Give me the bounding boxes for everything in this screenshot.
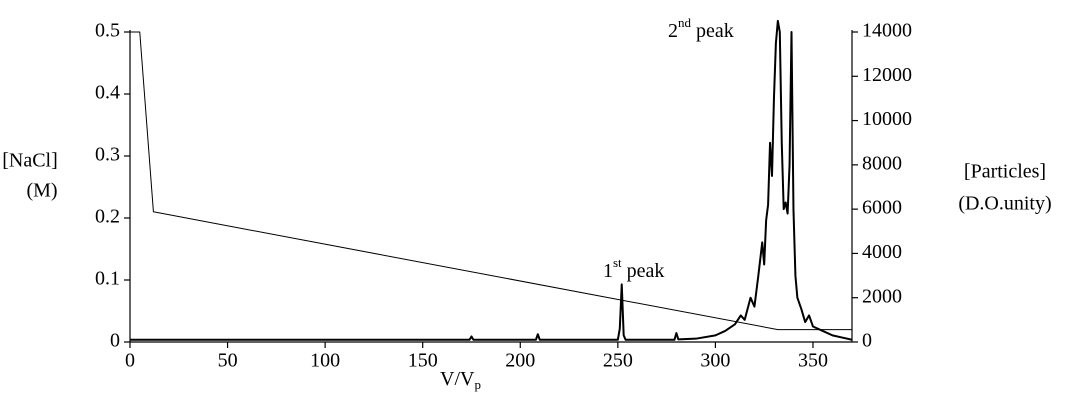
y-tick-label: 0 <box>110 330 120 352</box>
x-tick-label: 200 <box>505 350 535 372</box>
y-tick-label: 0.1 <box>95 268 120 290</box>
annotation-number: 2 <box>668 20 678 42</box>
annotation-text: peak <box>696 20 734 42</box>
y2-tick-label: 4000 <box>862 241 902 263</box>
y2-axis-label: [Particles] <box>964 161 1046 183</box>
x-tick-label: 150 <box>408 350 438 372</box>
x-tick-label: 0 <box>125 350 135 372</box>
annotation-number: 1 <box>603 260 613 282</box>
y2-tick-label: 12000 <box>862 64 912 86</box>
x-axis-label-main: V/V <box>440 368 475 390</box>
y2-tick-label: 8000 <box>862 152 902 174</box>
x-tick-label: 50 <box>218 350 238 372</box>
y-tick-label: 0.3 <box>95 144 120 166</box>
annotation-text: peak <box>627 260 665 282</box>
x-tick-label: 350 <box>798 350 828 372</box>
y2-tick-label: 10000 <box>862 108 912 130</box>
y2-tick-label: 6000 <box>862 197 902 219</box>
x-axis-label: V/Vp <box>440 368 481 392</box>
x-tick-label: 300 <box>700 350 730 372</box>
annotation: 2nd peak <box>668 15 734 42</box>
y-tick-label: 0.2 <box>95 206 120 228</box>
y2-axis-label: (D.O.unity) <box>958 193 1051 215</box>
y-tick-label: 0.4 <box>95 82 120 104</box>
annotation-superscript: nd <box>678 15 692 30</box>
y2-tick-label: 2000 <box>862 285 902 307</box>
y-tick-label: 0.5 <box>95 20 120 42</box>
annotation-superscript: st <box>613 255 622 270</box>
data-line <box>130 19 853 341</box>
x-tick-label: 100 <box>310 350 340 372</box>
data-line <box>130 31 852 331</box>
x-tick-label: 250 <box>603 350 633 372</box>
y-axis-label: [NaCl] <box>2 150 58 172</box>
y-axis-label: (M) <box>26 180 57 202</box>
annotation: 1st peak <box>603 255 664 282</box>
y2-tick-label: 0 <box>862 330 872 352</box>
y2-tick-label: 14000 <box>862 20 912 42</box>
x-axis-label-subscript: p <box>474 377 481 392</box>
